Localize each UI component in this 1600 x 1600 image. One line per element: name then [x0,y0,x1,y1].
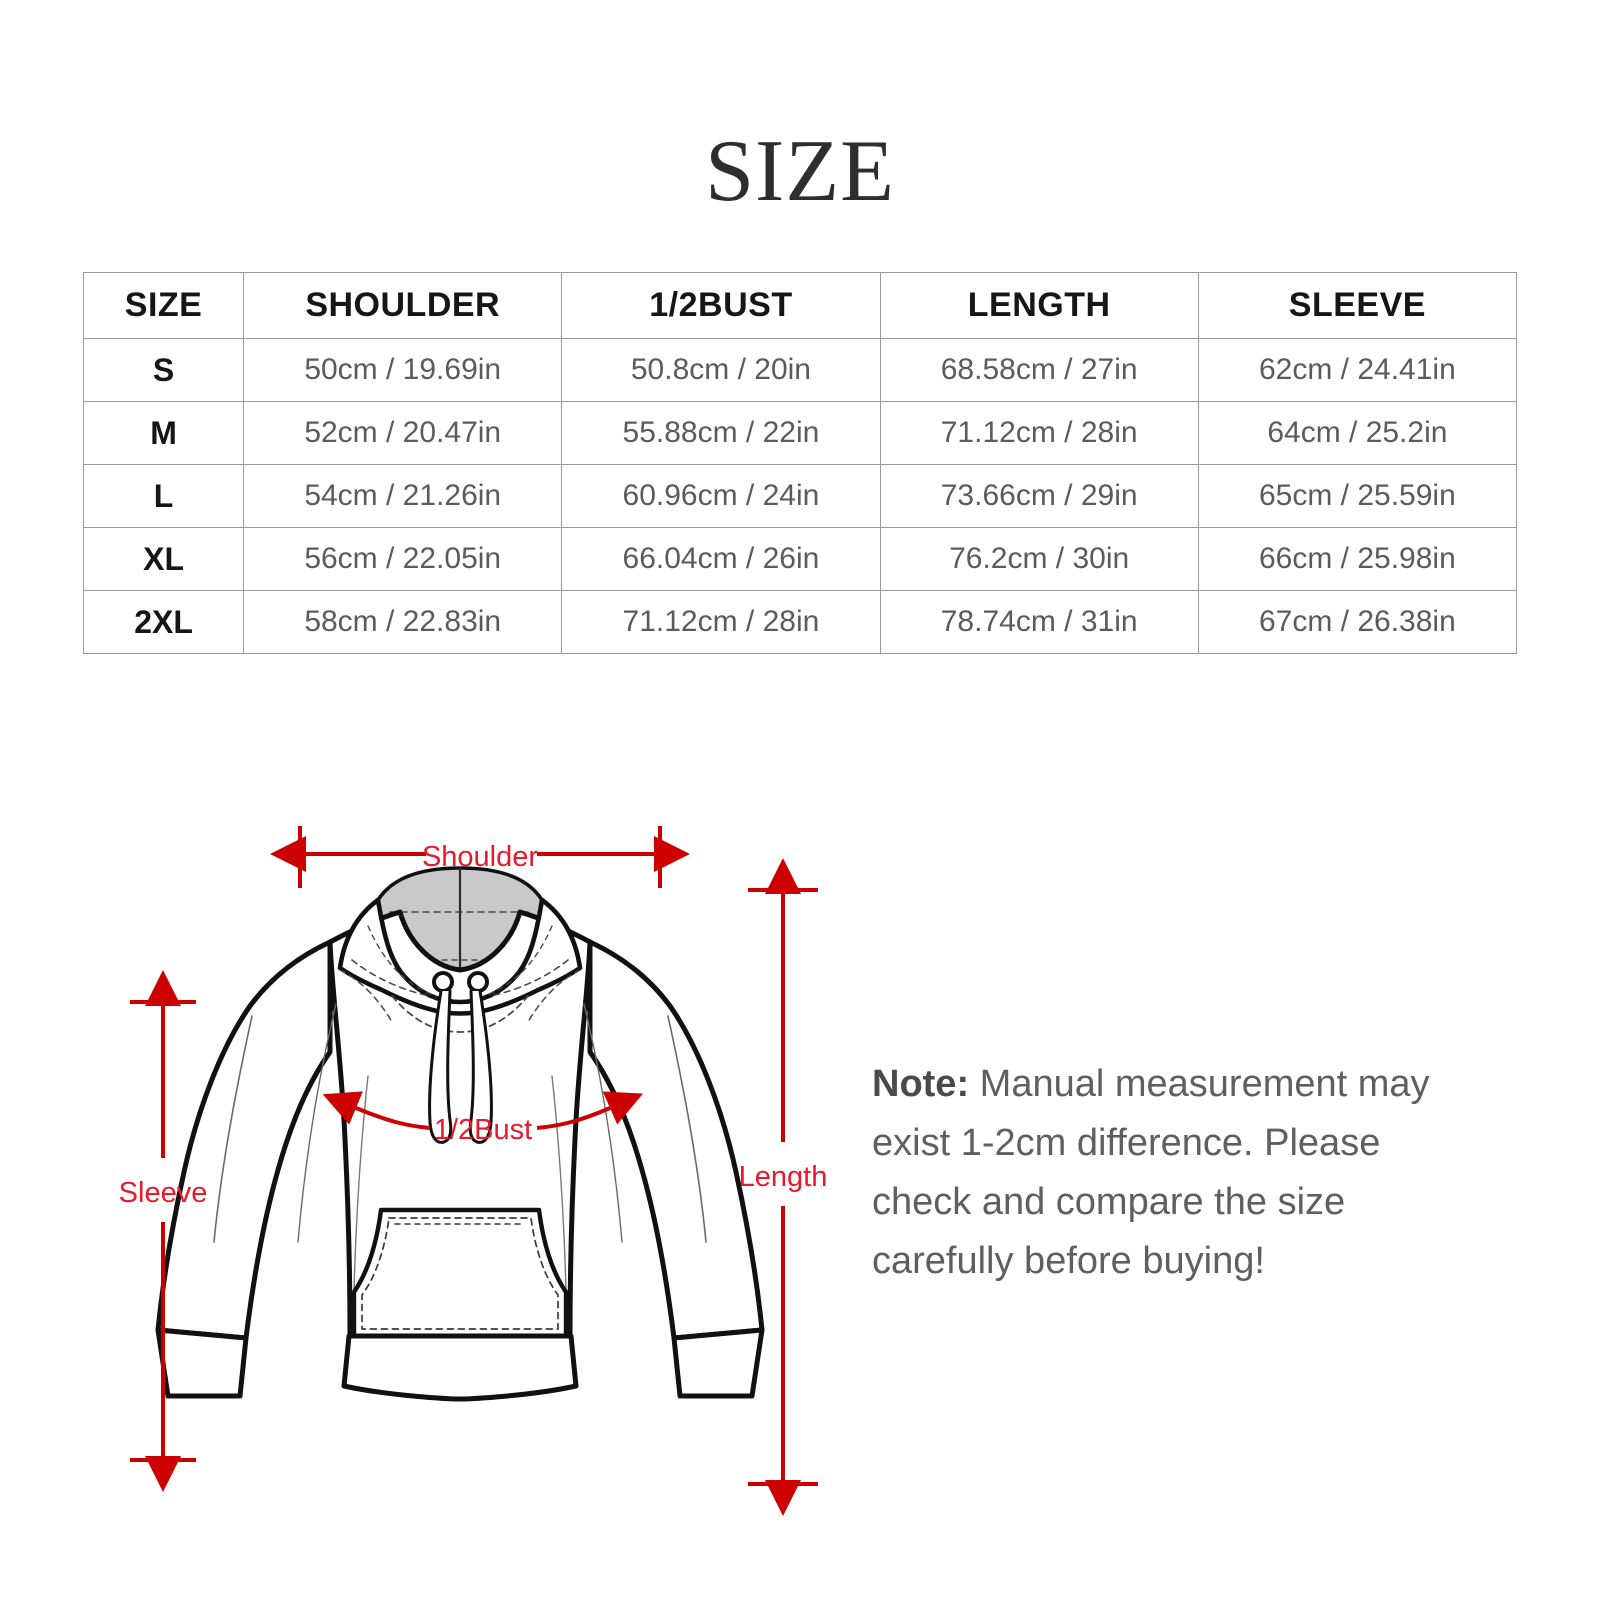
page-title: SIZE [705,123,895,220]
sleeve-label: Sleeve [119,1177,208,1209]
drawstring-eyelet-left [432,971,454,993]
column-header-size: SIZE [82,272,245,339]
cell-size: S [82,338,245,402]
measure-half-bust: 1/2Bust [322,1091,643,1146]
cell-length: 76.2cm / 30in [879,527,1199,591]
cell-sleeve: 64cm / 25.2in [1197,401,1518,465]
column-header-shoulder: SHOULDER [243,272,563,339]
table-row: XL 56cm / 22.05in 66.04cm / 26in 76.2cm … [82,527,1518,591]
size-table: SIZE SHOULDER 1/2BUST LENGTH SLEEVE S 50… [82,272,1518,654]
drawstring-right [468,989,493,1144]
cell-bust: 66.04cm / 26in [561,527,881,591]
size-table-head: SIZE SHOULDER 1/2BUST LENGTH SLEEVE [82,272,1518,339]
kangaroo-pocket [351,1207,569,1339]
cell-length: 78.74cm / 31in [879,590,1199,654]
note-label: Note: [872,1063,970,1105]
cell-size: M [82,401,245,465]
cell-shoulder: 56cm / 22.05in [243,527,563,591]
cell-size: XL [82,527,245,591]
cell-bust: 50.8cm / 20in [561,338,881,402]
cell-sleeve: 62cm / 24.41in [1197,338,1518,402]
cell-bust: 71.12cm / 28in [561,590,881,654]
cell-sleeve: 65cm / 25.59in [1197,464,1518,528]
table-row: L 54cm / 21.26in 60.96cm / 24in 73.66cm … [82,464,1518,528]
cell-length: 71.12cm / 28in [879,401,1199,465]
left-cuff [155,1327,249,1399]
note-text: Manual measurement may exist 1-2cm diffe… [872,1063,1430,1282]
column-header-bust: 1/2BUST [561,272,881,339]
cell-length: 68.58cm / 27in [879,338,1199,402]
cell-sleeve: 66cm / 25.98in [1197,527,1518,591]
column-header-length: LENGTH [879,272,1199,339]
cell-sleeve: 67cm / 26.38in [1197,590,1518,654]
table-header-row: SIZE SHOULDER 1/2BUST LENGTH SLEEVE [82,272,1518,339]
table-row: 2XL 58cm / 22.83in 71.12cm / 28in 78.74c… [82,590,1518,654]
cell-shoulder: 52cm / 20.47in [243,401,563,465]
measure-shoulder: Shoulder [270,826,690,888]
measure-sleeve: Sleeve [119,970,208,1492]
drawstring-eyelet-right [467,971,489,993]
length-label: Length [739,1161,828,1193]
measurement-note: Note: Manual measurement may exist 1-2cm… [872,1055,1484,1291]
cell-bust: 60.96cm / 24in [561,464,881,528]
table-row: M 52cm / 20.47in 55.88cm / 22in 71.12cm … [82,401,1518,465]
column-header-sleeve: SLEEVE [1197,272,1518,339]
measure-length: Length [739,858,828,1516]
right-cuff [671,1327,765,1399]
shoulder-label: Shoulder [422,841,538,873]
right-sleeve [587,939,765,1341]
cell-shoulder: 58cm / 22.83in [243,590,563,654]
cell-size: L [82,464,245,528]
half-bust-label: 1/2Bust [434,1114,532,1146]
drawstring-left [428,989,453,1144]
hoodie-measurement-diagram: Shoulder 1/2Bust Sleeve [0,790,900,1530]
cell-bust: 55.88cm / 22in [561,401,881,465]
cell-shoulder: 50cm / 19.69in [243,338,563,402]
cell-size: 2XL [82,590,245,654]
cell-length: 73.66cm / 29in [879,464,1199,528]
hoodie-illustration [155,866,765,1402]
cell-shoulder: 54cm / 21.26in [243,464,563,528]
hem-band [341,1333,579,1402]
table-row: S 50cm / 19.69in 50.8cm / 20in 68.58cm /… [82,338,1518,402]
size-table-body: S 50cm / 19.69in 50.8cm / 20in 68.58cm /… [82,338,1518,654]
